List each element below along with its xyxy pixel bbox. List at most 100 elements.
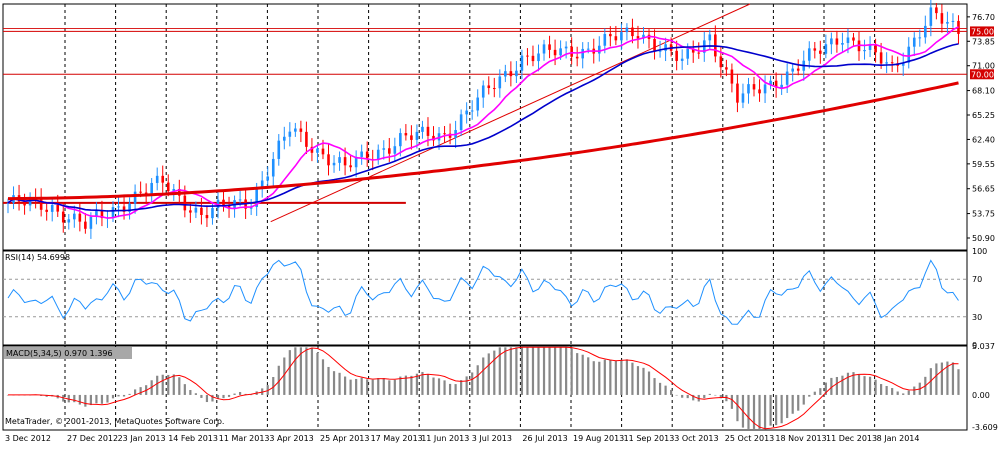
macd-histogram-bar (366, 379, 369, 395)
candle-body (564, 46, 568, 49)
macd-histogram-bar (647, 371, 651, 395)
candle-body (421, 126, 424, 132)
macd-histogram-bar (487, 353, 490, 395)
candle-body (741, 93, 745, 103)
macd-histogram-bar (913, 386, 916, 395)
candle-body (841, 43, 844, 45)
candle-body (299, 128, 303, 132)
candle-body (924, 25, 927, 38)
ma-30-line (7, 43, 959, 212)
candle-body (459, 114, 463, 131)
price-tick-label: 62.40 (972, 135, 995, 144)
price-tick-label: 73.85 (972, 37, 995, 46)
candle-body (852, 37, 855, 41)
candle-body (45, 209, 48, 212)
macd-histogram-bar (437, 378, 441, 395)
candle-body (835, 38, 839, 45)
macd-histogram-bar (620, 359, 623, 395)
macd-histogram-bar (802, 394, 805, 405)
macd-histogram-bar (200, 394, 203, 398)
macd-histogram-bar (736, 394, 739, 422)
candle-body (365, 151, 369, 160)
candle-body (404, 133, 408, 136)
macd-histogram-bar (272, 377, 275, 395)
candle-body (283, 136, 286, 141)
macd-histogram-bar (156, 375, 159, 395)
candle-body (360, 151, 363, 157)
macd-histogram-bar (747, 394, 750, 429)
macd-histogram-bar (498, 347, 501, 395)
candle-body (327, 154, 330, 166)
candle-body (271, 158, 275, 177)
candle-body (951, 20, 955, 22)
macd-histogram-bar (769, 394, 772, 426)
candle-body (205, 214, 209, 219)
macd-histogram-bar (465, 376, 468, 395)
macd-histogram-bar (830, 377, 833, 395)
date-label: 14 Feb 2013 (168, 434, 218, 443)
macd-histogram-bar (559, 347, 562, 395)
macd-histogram-bar (730, 394, 734, 409)
macd-histogram-bar (581, 354, 584, 395)
macd-histogram-bar (84, 394, 87, 407)
price-tick-label: 53.75 (972, 210, 995, 219)
macd-histogram-bar (233, 393, 236, 395)
macd-tick-label: -3.609 (972, 423, 998, 432)
macd-tick-label: 5.037 (972, 342, 995, 351)
candle-body (586, 48, 590, 50)
macd-histogram-bar (857, 374, 861, 395)
macd-histogram-bar (78, 394, 81, 405)
date-label: 11 Mar 2013 (219, 434, 270, 443)
macd-histogram-bar (570, 348, 573, 395)
candle-body (813, 48, 817, 51)
candle-body (879, 52, 883, 64)
rsi-tick-label: 0 (972, 341, 977, 350)
candle-body (620, 32, 623, 41)
macd-histogram-bar (808, 394, 811, 397)
candle-body (448, 133, 452, 138)
candle-body (631, 27, 634, 37)
price-tick-label: 56.65 (972, 185, 995, 194)
candle-body (531, 55, 535, 62)
macd-tick-label: 0.00 (972, 391, 990, 400)
candle-body (614, 36, 618, 41)
macd-histogram-bar (161, 374, 164, 395)
candle-body (559, 48, 562, 56)
macd-histogram-bar (277, 365, 280, 395)
copyright-text: MetaTrader, © 2001-2013, MetaQuotes Soft… (5, 417, 224, 426)
macd-histogram-bar (515, 347, 518, 395)
macd-histogram-bar (227, 394, 231, 397)
macd-histogram-bar (565, 347, 568, 395)
macd-histogram-bar (846, 372, 850, 395)
candle-body (432, 135, 435, 141)
macd-histogram-bar (625, 359, 629, 395)
date-label: 26 Jul 2013 (522, 434, 567, 443)
macd-histogram-bar (537, 347, 540, 395)
macd-histogram-bar (703, 394, 706, 399)
macd-histogram-bar (310, 347, 314, 395)
macd-histogram-bar (835, 376, 839, 395)
macd-histogram-bar (664, 385, 667, 395)
macd-histogram-bar (891, 388, 894, 395)
macd-histogram-bar (421, 371, 424, 395)
candle-body (117, 206, 120, 208)
macd-histogram-bar (520, 347, 524, 395)
macd-histogram-bar (388, 380, 391, 395)
candle-body (603, 33, 607, 46)
candle-body (487, 85, 491, 89)
candle-body (161, 175, 165, 183)
rsi-line (7, 259, 959, 325)
candle-body (675, 50, 678, 61)
date-label: 8 Jan 2014 (877, 434, 920, 443)
macd-histogram-bar (183, 384, 186, 395)
ma-200-line (8, 81, 959, 201)
date-label: 25 Apr 2013 (320, 434, 369, 443)
macd-histogram-bar (819, 388, 822, 395)
candle-body (216, 199, 220, 209)
candle-body (189, 210, 192, 213)
candle-body (139, 191, 142, 193)
date-label: 11 Jun 2013 (421, 434, 469, 443)
candle-body (39, 198, 43, 210)
